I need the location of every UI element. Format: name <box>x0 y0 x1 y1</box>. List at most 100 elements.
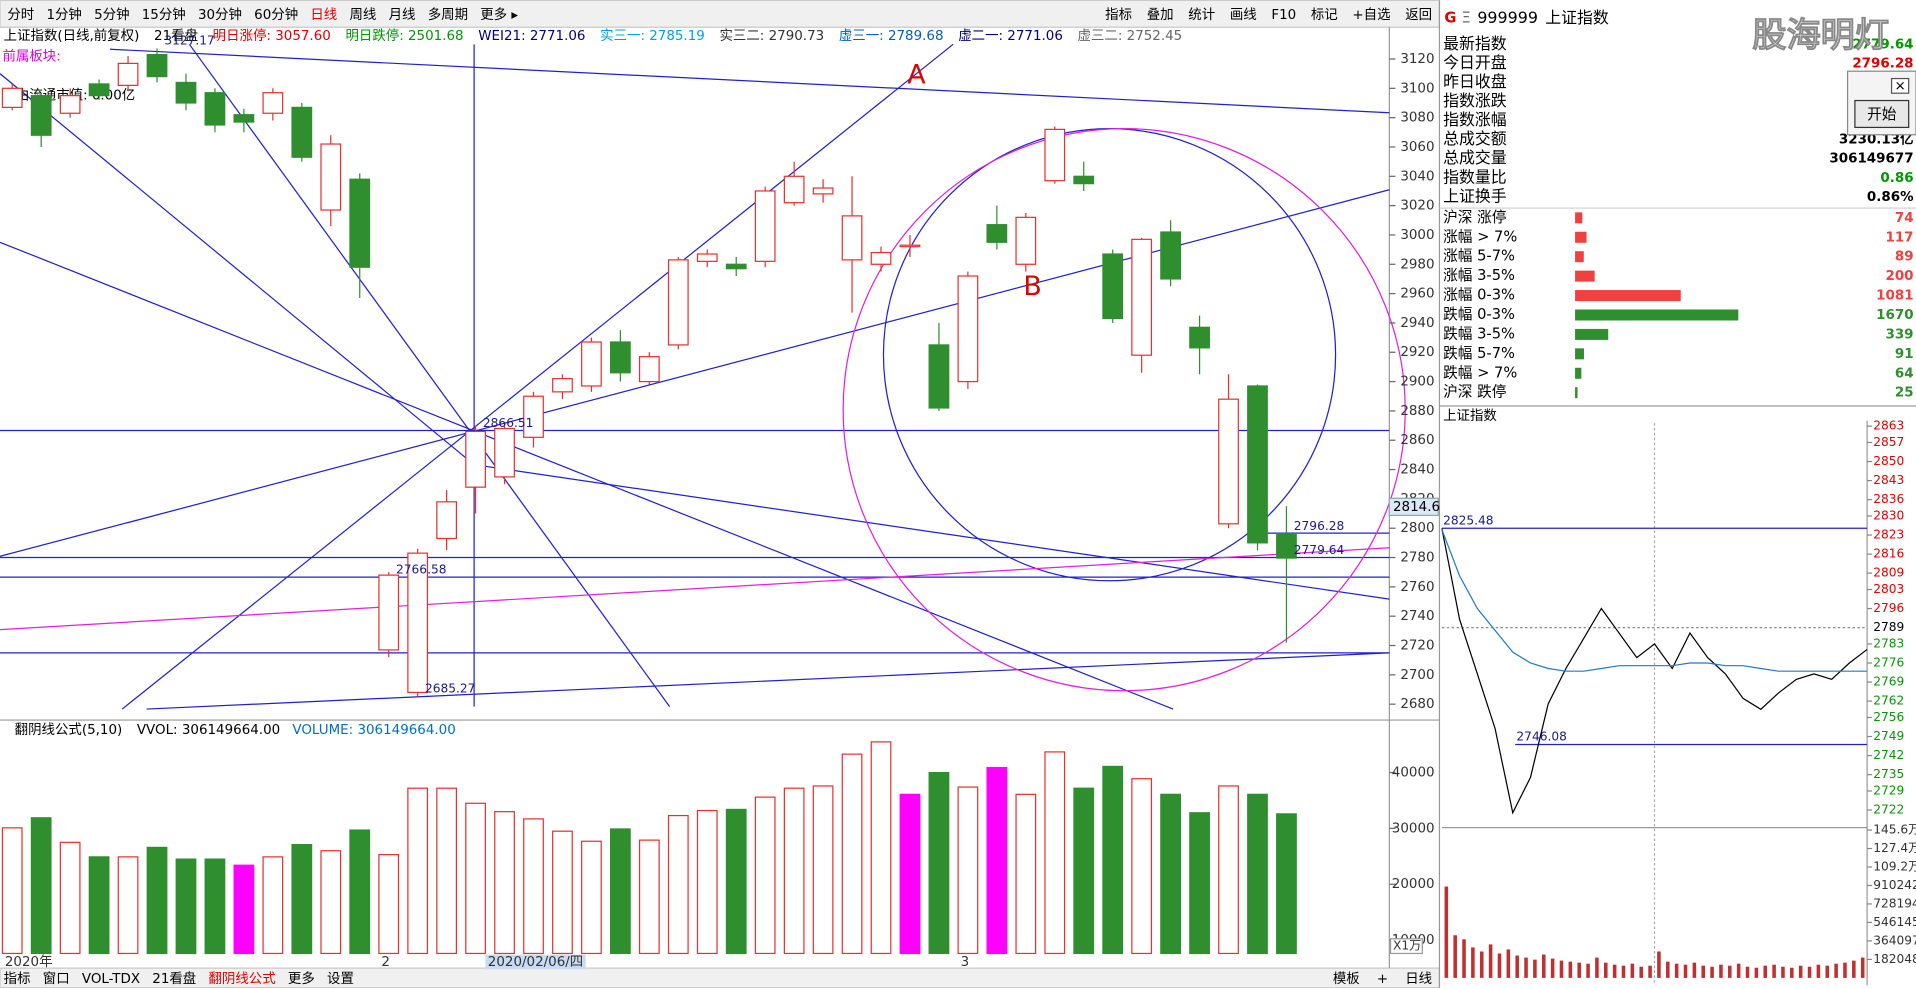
indicator-value: WEI21: 2771.06 <box>478 29 585 44</box>
stock-name: 上证指数 <box>1545 8 1609 27</box>
candle-body <box>407 552 429 694</box>
toolbar-button[interactable]: 画线 <box>1230 7 1257 23</box>
crosshair-value-box <box>1388 497 1439 516</box>
toolbar-tab[interactable]: 更多 ▸ <box>480 6 518 23</box>
toolbar-tab[interactable]: 1分钟 <box>46 6 81 23</box>
quote-label: 今日开盘 <box>1443 53 1507 72</box>
circle-drawing <box>842 128 1406 692</box>
volume-bar <box>378 854 400 955</box>
toolbar-button[interactable]: 标记 <box>1311 7 1338 23</box>
candle-body <box>1015 216 1037 265</box>
volume-bar <box>1701 965 1706 978</box>
bottom-tab[interactable]: 21看盘 <box>152 970 196 987</box>
candle-body <box>1044 128 1066 182</box>
candle-body <box>262 92 284 114</box>
toolbar-tab[interactable]: 15分钟 <box>142 6 186 23</box>
menu-icon: Ξ <box>1461 10 1470 27</box>
toolbar-button[interactable]: 统计 <box>1188 7 1215 23</box>
y-tick-label: 182048 <box>1873 952 1916 966</box>
volume-bar <box>870 741 892 955</box>
volume-bar <box>754 796 776 955</box>
volume-bar <box>725 808 747 955</box>
y-tick-label: 2830 <box>1873 508 1904 522</box>
volume-bar <box>1692 962 1697 978</box>
trend-line <box>0 73 475 466</box>
toolbar-tab[interactable]: 日线 <box>310 7 337 23</box>
bottom-tab[interactable]: 更多 <box>288 970 315 987</box>
toolbar-button[interactable]: +自选 <box>1352 7 1390 23</box>
bottom-tab[interactable]: 设置 <box>327 971 354 987</box>
close-button[interactable] <box>1890 77 1910 94</box>
y-tick-label: 2823 <box>1873 528 1904 542</box>
toolbar-tab[interactable]: 周线 <box>349 7 376 23</box>
candle-body <box>609 341 631 374</box>
volume-bar <box>1471 947 1475 978</box>
y-tick-label: 2796 <box>1873 601 1904 615</box>
quote-label: 总成交量 <box>1443 148 1507 167</box>
volume-bar <box>1218 785 1239 955</box>
volume-bar <box>1444 886 1449 978</box>
bottom-tab[interactable]: 模板 <box>1333 971 1360 987</box>
toolbar-tab[interactable]: 5分钟 <box>94 6 129 23</box>
x-tick-label: 2 <box>381 955 390 970</box>
volume-bar <box>1816 964 1821 978</box>
candle-body <box>233 114 255 123</box>
toolbar-tab[interactable]: 60分钟 <box>254 6 298 23</box>
volume-bar <box>262 856 284 955</box>
candle-body <box>1218 398 1239 525</box>
volume-bar <box>1648 965 1652 978</box>
start-button-label[interactable]: 开始 <box>1867 106 1897 123</box>
y-tick-label: 2803 <box>1873 582 1904 596</box>
bottom-tab[interactable]: 翻阴线公式 <box>208 971 275 987</box>
volume-bar <box>1736 963 1741 978</box>
indicator-title: 翻阴线公式(5,10) <box>15 722 123 738</box>
y-tick-label: 2900 <box>1400 375 1434 390</box>
volume-bar <box>1834 963 1838 978</box>
volume-bar <box>1073 787 1095 955</box>
candle-body <box>1131 238 1153 356</box>
toolbar-tab[interactable]: 月线 <box>389 7 416 23</box>
breadth-bar <box>1575 367 1582 379</box>
volume-bar <box>1015 793 1037 955</box>
breadth-value: 117 <box>1885 230 1913 245</box>
indicator-value: 实三二: 2790.73 <box>719 28 824 44</box>
candle-body <box>146 53 168 78</box>
bottom-tab[interactable]: VOL-TDX <box>82 972 140 987</box>
toolbar-tab[interactable]: 30分钟 <box>198 6 242 23</box>
breadth-label: 涨幅 5-7% <box>1443 248 1515 265</box>
volume-bar <box>1497 953 1502 978</box>
legend-entry: VOLUME: 306149664.00 <box>292 723 455 738</box>
price-annotation: 2685.27 <box>425 682 475 696</box>
toolbar-button[interactable]: F10 <box>1271 8 1296 23</box>
x-tick-label: 3 <box>961 955 970 970</box>
price-annotation: 2866.51 <box>483 416 533 430</box>
bottom-tab[interactable]: 日线 <box>1405 971 1432 987</box>
y-tick-label: 2809 <box>1873 566 1904 580</box>
volume-bar <box>1790 967 1794 978</box>
analysis-lines <box>0 43 1390 710</box>
volume-bar <box>204 858 226 955</box>
toolbar-tab[interactable]: 分时 <box>7 7 34 23</box>
toolbar-button[interactable]: 叠加 <box>1147 7 1174 23</box>
toolbar-tab[interactable]: 多周期 <box>428 6 468 23</box>
volume-bar <box>1781 966 1785 978</box>
candle-body <box>117 62 139 86</box>
toolbar-button[interactable]: 返回 <box>1405 7 1432 23</box>
breadth-value: 74 <box>1895 211 1914 226</box>
quote-label: 总成交额 <box>1443 129 1507 148</box>
candle-body <box>1247 385 1268 544</box>
breadth-bar <box>1575 212 1583 224</box>
volume-bar <box>928 771 950 955</box>
bottom-tab[interactable]: 窗口 <box>43 970 70 987</box>
volume-bar <box>407 787 429 955</box>
start-button[interactable] <box>1854 99 1910 129</box>
volume-bar <box>291 843 313 955</box>
volume-bar <box>552 830 573 955</box>
bottom-tab[interactable]: 指标 <box>4 971 31 987</box>
toolbar-button[interactable]: 指标 <box>1105 7 1132 23</box>
unit-box <box>1389 938 1423 955</box>
quote-label: 指数涨跌 <box>1443 91 1507 110</box>
breadth-bar <box>1575 328 1609 340</box>
volume-bar <box>1772 964 1776 978</box>
bottom-tab[interactable]: + <box>1377 972 1388 987</box>
